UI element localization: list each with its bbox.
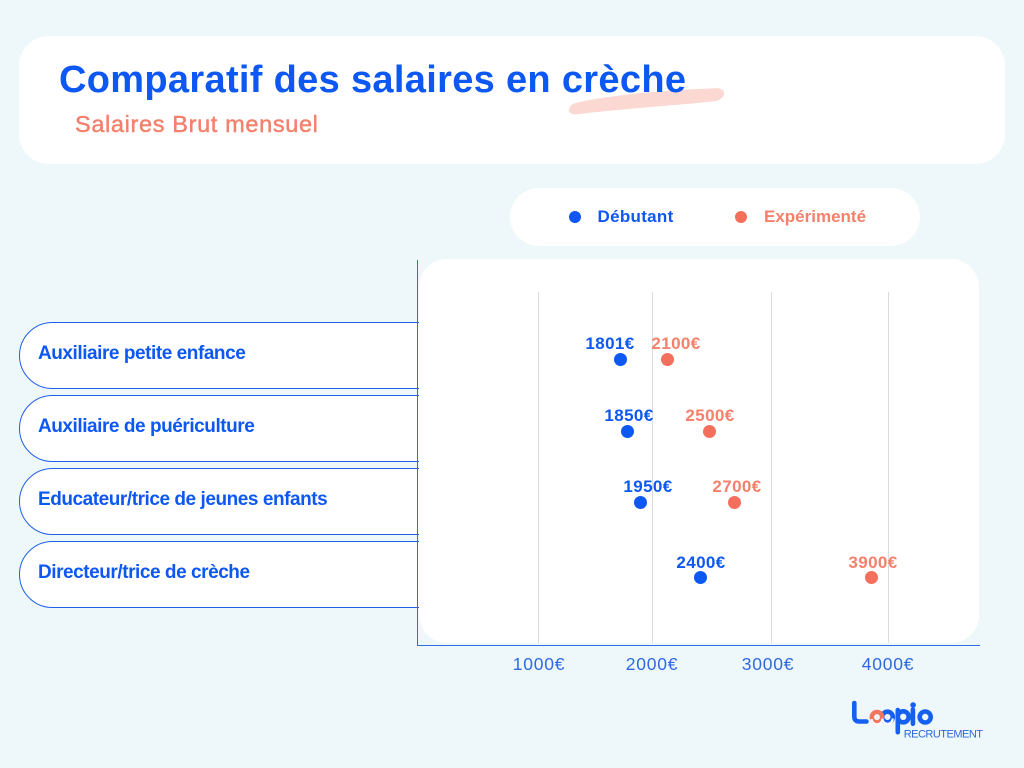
svg-text:RECRUTEMENT: RECRUTEMENT [904,728,984,740]
